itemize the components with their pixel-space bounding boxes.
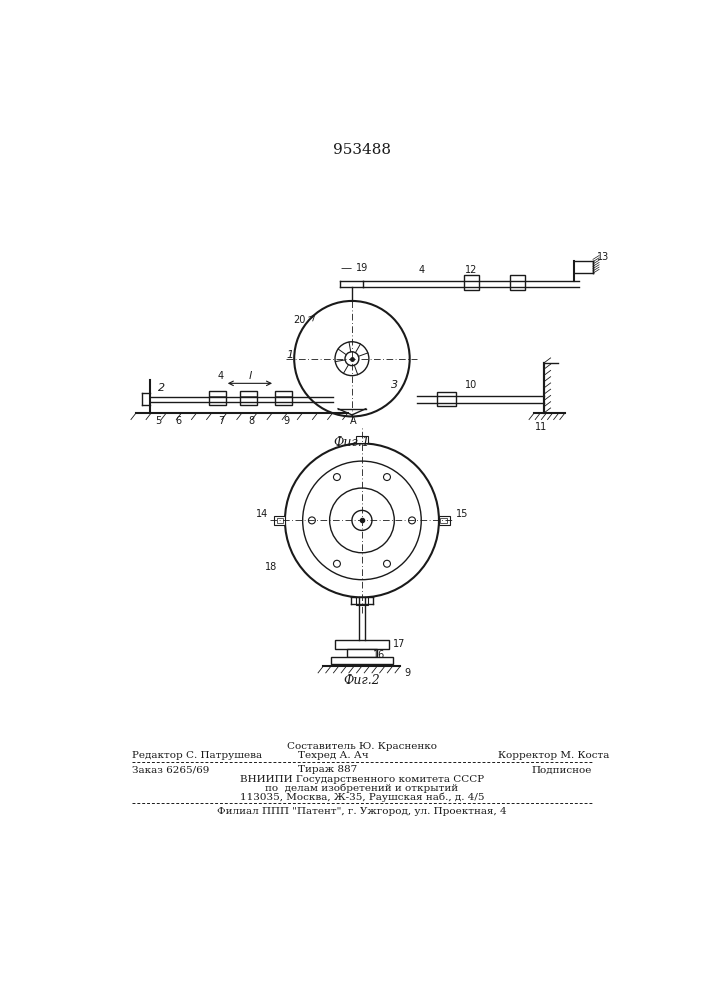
Bar <box>440 518 447 523</box>
Text: 6: 6 <box>175 416 182 426</box>
Text: 8: 8 <box>249 416 255 426</box>
Text: 16: 16 <box>373 650 385 660</box>
Text: Филиал ППП "Патент", г. Ужгород, ул. Проектная, 4: Филиал ППП "Патент", г. Ужгород, ул. Про… <box>217 807 507 816</box>
Text: 12: 12 <box>465 265 477 275</box>
Bar <box>346 649 378 657</box>
Bar <box>439 516 450 525</box>
Circle shape <box>334 560 340 567</box>
Circle shape <box>334 474 340 481</box>
Text: 113035, Москва, Ж-35, Раушская наб., д. 4/5: 113035, Москва, Ж-35, Раушская наб., д. … <box>240 793 484 802</box>
Text: 17: 17 <box>393 639 405 649</box>
Text: Фиг.2: Фиг.2 <box>344 674 380 687</box>
Text: 4: 4 <box>218 371 224 381</box>
Text: 9: 9 <box>284 416 290 426</box>
Text: 953488: 953488 <box>333 143 391 157</box>
Bar <box>356 436 368 443</box>
Circle shape <box>383 560 390 567</box>
Text: A: A <box>350 416 357 426</box>
Circle shape <box>329 488 395 553</box>
Text: ВНИИПИ Государственного комитета СССР: ВНИИПИ Государственного комитета СССР <box>240 774 484 784</box>
Bar <box>437 392 456 406</box>
Circle shape <box>308 517 315 524</box>
Text: 11: 11 <box>534 422 547 432</box>
Bar <box>331 657 393 664</box>
Circle shape <box>383 474 390 481</box>
Text: Корректор М. Коста: Корректор М. Коста <box>498 751 609 760</box>
Circle shape <box>345 352 359 366</box>
Bar <box>510 275 525 290</box>
Bar <box>209 391 226 405</box>
Bar <box>335 640 389 649</box>
Circle shape <box>285 443 439 597</box>
Bar <box>464 275 479 290</box>
Text: Заказ 6265/69: Заказ 6265/69 <box>132 765 210 774</box>
Text: Фиг.1: Фиг.1 <box>334 436 370 449</box>
Circle shape <box>409 517 416 524</box>
Text: Подписное: Подписное <box>532 765 592 774</box>
Text: 9: 9 <box>404 668 411 678</box>
Text: —: — <box>340 263 351 273</box>
Text: 13: 13 <box>597 252 609 262</box>
Text: 19: 19 <box>356 263 368 273</box>
Text: 15: 15 <box>456 509 468 519</box>
Text: 14: 14 <box>256 509 268 519</box>
Text: Составитель Ю. Красненко: Составитель Ю. Красненко <box>287 742 437 751</box>
Text: 4: 4 <box>418 265 424 275</box>
Text: 1: 1 <box>287 350 294 360</box>
Circle shape <box>294 301 409 416</box>
Text: 18: 18 <box>265 562 277 572</box>
Bar <box>275 391 292 405</box>
Circle shape <box>335 342 369 376</box>
Text: 10: 10 <box>465 379 477 389</box>
Bar <box>277 518 284 523</box>
Text: Тираж 887: Тираж 887 <box>298 765 357 774</box>
Text: 5: 5 <box>155 416 161 426</box>
Text: l: l <box>249 371 252 381</box>
Text: 7: 7 <box>218 416 224 426</box>
Text: 2: 2 <box>158 383 165 393</box>
Bar <box>274 516 285 525</box>
Text: Техред А. Ач: Техред А. Ач <box>298 751 368 760</box>
Circle shape <box>303 461 421 580</box>
Text: Редактор С. Патрушева: Редактор С. Патрушева <box>132 751 262 760</box>
Bar <box>240 391 257 405</box>
Text: 20: 20 <box>293 315 305 325</box>
Text: по  делам изобретений и открытий: по делам изобретений и открытий <box>265 784 459 793</box>
Circle shape <box>352 510 372 530</box>
Bar <box>356 597 368 605</box>
Text: 3: 3 <box>391 379 398 389</box>
